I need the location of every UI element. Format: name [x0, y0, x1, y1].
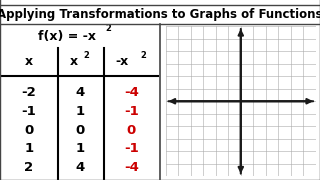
Text: 4: 4: [76, 161, 84, 174]
Text: f(x) = -x: f(x) = -x: [38, 30, 96, 43]
Text: 2: 2: [140, 51, 146, 60]
Text: 1: 1: [24, 142, 33, 155]
Text: -x: -x: [115, 55, 128, 68]
Text: 1: 1: [76, 105, 84, 118]
Text: -2: -2: [21, 86, 36, 99]
Text: -1: -1: [21, 105, 36, 118]
Text: 4: 4: [76, 86, 84, 99]
Text: 0: 0: [76, 124, 84, 137]
Text: 0: 0: [24, 124, 33, 137]
Text: x: x: [69, 55, 78, 68]
Text: 2: 2: [106, 24, 111, 33]
Text: -4: -4: [124, 161, 139, 174]
Text: x: x: [25, 55, 33, 68]
Text: 2: 2: [83, 51, 89, 60]
Text: -4: -4: [124, 86, 139, 99]
Text: -1: -1: [124, 105, 139, 118]
Text: -1: -1: [124, 142, 139, 155]
Text: Applying Transformations to Graphs of Functions: Applying Transformations to Graphs of Fu…: [0, 8, 320, 21]
Text: 0: 0: [127, 124, 136, 137]
Text: 2: 2: [24, 161, 33, 174]
Text: 1: 1: [76, 142, 84, 155]
